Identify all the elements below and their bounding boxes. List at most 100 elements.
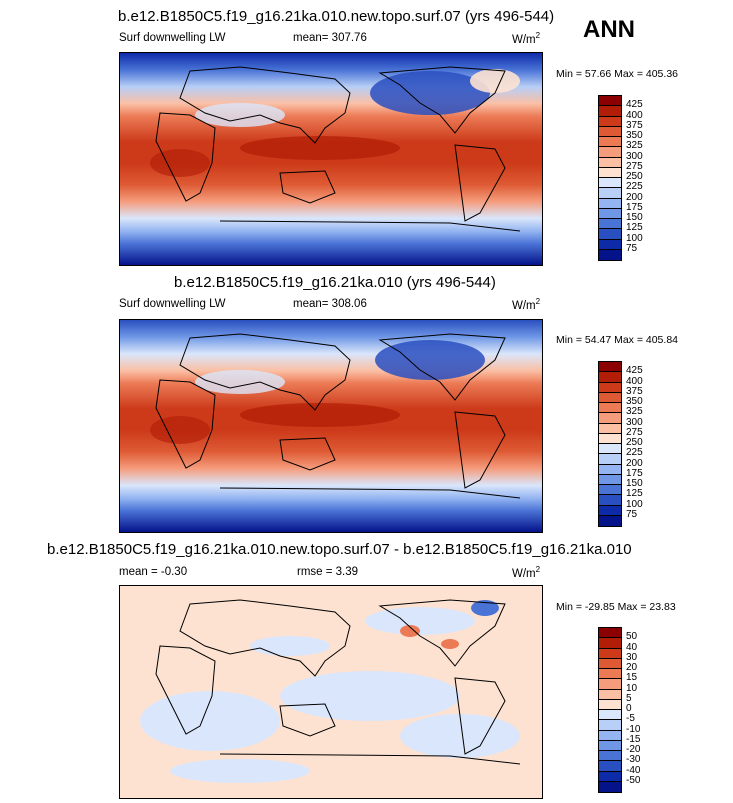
- colorbar-level-label: 50: [626, 631, 638, 643]
- colorbar-level-label: 175: [626, 201, 643, 213]
- colorbar-level-label: 425: [626, 365, 643, 377]
- colorbar-level-label: 30: [626, 651, 638, 663]
- colorbar2-bin: [599, 413, 621, 424]
- colorbar1-bin: [599, 219, 621, 230]
- panel1-title: b.e12.B1850C5.f19_g16.21ka.010.new.topo.…: [118, 8, 555, 25]
- colorbar2-bin: [599, 372, 621, 383]
- colorbar3-bin: [599, 740, 621, 751]
- colorbar2-bin: [599, 474, 621, 485]
- colorbar-level-label: -10: [626, 723, 641, 735]
- colorbar1-bin: [599, 249, 621, 260]
- colorbar1-bin: [599, 239, 621, 250]
- colorbar-level-label: 125: [626, 222, 643, 234]
- colorbar2-bin: [599, 515, 621, 526]
- colorbar1-bin: [599, 157, 621, 168]
- colorbar1-bin: [599, 188, 621, 199]
- colorbar-level-label: 300: [626, 416, 643, 428]
- colorbar-level-label: 0: [626, 703, 632, 714]
- panel3-minmax: Min = -29.85 Max = 23.83: [556, 601, 676, 613]
- colorbar-level-label: 100: [626, 232, 643, 244]
- colorbar-level-label: 5: [626, 692, 632, 704]
- colorbar1-bin: [599, 96, 621, 107]
- colorbar3-bin: [599, 781, 621, 792]
- colorbar-level-label: 375: [626, 385, 643, 397]
- colorbar3-bin: [599, 658, 621, 669]
- panel3-map: [119, 585, 543, 799]
- colorbar-level-label: -50: [626, 774, 641, 786]
- colorbar3-bin: [599, 679, 621, 690]
- colorbar3-bin: [599, 638, 621, 649]
- colorbar2-bin: [599, 444, 621, 455]
- colorbar-level-label: 150: [626, 478, 643, 489]
- colorbar2-bin: [599, 485, 621, 496]
- colorbar-level-label: 75: [626, 242, 638, 254]
- colorbar-level-label: 10: [626, 682, 638, 694]
- colorbar-level-label: 225: [626, 181, 643, 193]
- colorbar2-bin: [599, 423, 621, 434]
- colorbar-level-label: 75: [626, 508, 638, 520]
- colorbar-level-label: -30: [626, 754, 641, 766]
- colorbar-level-label: 425: [626, 99, 643, 111]
- colorbar2-bin: [599, 464, 621, 475]
- colorbar-level-label: 150: [626, 212, 643, 223]
- colorbar-level-label: 15: [626, 672, 638, 684]
- colorbar-level-label: 200: [626, 457, 643, 469]
- panel2-mean-label: mean= 308.06: [293, 298, 367, 310]
- colorbar1-bin: [599, 147, 621, 158]
- panel2-minmax: Min = 54.47 Max = 405.84: [556, 334, 678, 346]
- panel2-colorbar: [598, 361, 622, 527]
- colorbar-level-label: 40: [626, 641, 638, 653]
- colorbar-level-label: 225: [626, 447, 643, 459]
- panel1-mean-label: mean= 307.76: [293, 32, 367, 44]
- colorbar-level-label: 400: [626, 375, 643, 387]
- panel1-colorbar: [598, 95, 622, 261]
- colorbar3-bin: [599, 699, 621, 710]
- colorbar1-bin: [599, 116, 621, 127]
- panel3-colorbar: [598, 627, 622, 793]
- colorbar-level-label: 350: [626, 396, 643, 407]
- colorbar-level-label: 20: [626, 662, 638, 673]
- season-label: ANN: [583, 16, 635, 43]
- colorbar2-bin: [599, 362, 621, 373]
- colorbar1-bin: [599, 178, 621, 189]
- colorbar-level-label: 250: [626, 171, 643, 182]
- colorbar3-bin: [599, 648, 621, 659]
- panel3-title: b.e12.B1850C5.f19_g16.21ka.010.new.topo.…: [47, 541, 632, 558]
- colorbar1-bin: [599, 229, 621, 240]
- colorbar3-bin: [599, 710, 621, 721]
- colorbar-level-label: 300: [626, 150, 643, 162]
- colorbar1-bin: [599, 208, 621, 219]
- colorbar-level-label: -15: [626, 733, 641, 745]
- panel2-map: [119, 319, 543, 533]
- colorbar1-bin: [599, 106, 621, 117]
- panel3-units: W/m2: [512, 565, 541, 580]
- panel2-variable-label: Surf downwelling LW: [119, 298, 226, 310]
- colorbar-level-label: 100: [626, 498, 643, 510]
- colorbar3-bin: [599, 689, 621, 700]
- colorbar3-bin: [599, 669, 621, 680]
- panel1-units: W/m2: [512, 31, 541, 46]
- colorbar-level-label: 325: [626, 140, 643, 152]
- panel2-title: b.e12.B1850C5.f19_g16.21ka.010 (yrs 496-…: [174, 274, 496, 291]
- panel3-mean-label: mean = -0.30: [119, 566, 188, 578]
- colorbar3-bin: [599, 720, 621, 731]
- colorbar-level-label: 200: [626, 191, 643, 203]
- colorbar1-bin: [599, 167, 621, 178]
- colorbar-level-label: -40: [626, 764, 641, 776]
- panel1-variable-label: Surf downwelling LW: [119, 32, 226, 44]
- colorbar2-bin: [599, 382, 621, 393]
- colorbar-level-label: 175: [626, 467, 643, 479]
- colorbar-level-label: 325: [626, 406, 643, 418]
- colorbar-level-label: -5: [626, 713, 635, 725]
- colorbar2-bin: [599, 403, 621, 414]
- colorbar-level-label: 275: [626, 426, 643, 438]
- colorbar2-bin: [599, 495, 621, 506]
- panel2-units: W/m2: [512, 297, 541, 312]
- colorbar-level-label: 400: [626, 109, 643, 121]
- panel3-rmse-label: rmse = 3.39: [297, 566, 359, 578]
- colorbar3-bin: [599, 751, 621, 762]
- colorbar2-bin: [599, 505, 621, 516]
- colorbar-level-label: -20: [626, 744, 641, 755]
- colorbar3-bin: [599, 771, 621, 782]
- colorbar-level-label: 375: [626, 119, 643, 131]
